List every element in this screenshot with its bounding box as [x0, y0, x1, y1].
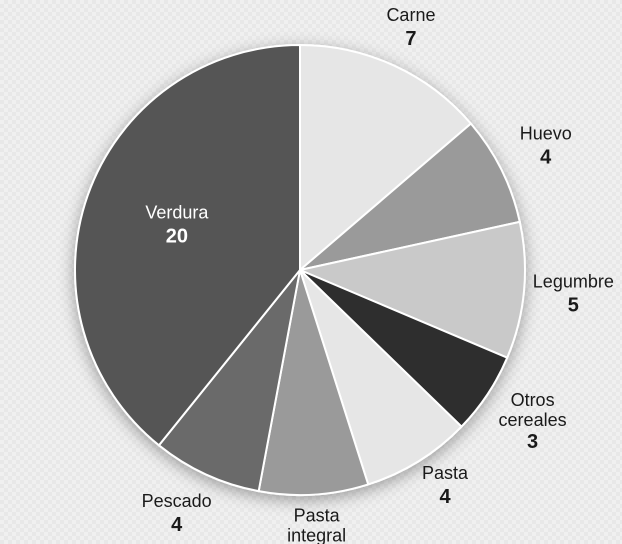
slice-value: 4	[540, 147, 552, 169]
slice-label: Pasta	[294, 505, 341, 525]
slice-label: Verdura	[145, 203, 209, 223]
slice-label: Otros	[511, 390, 555, 410]
slice-label: Legumbre	[533, 271, 614, 291]
pie-svg: Carne 7 Huevo 4 Legumbre 5 Otroscereales3 Pasta…	[0, 0, 622, 544]
slice-value: 3	[527, 431, 538, 453]
pie-chart: Carne 7 Huevo 4 Legumbre 5 Otroscereales3 Pasta…	[0, 0, 622, 544]
slice-value: 4	[171, 514, 183, 536]
slice-label: Pasta	[422, 463, 469, 483]
slice-label: Pescado	[142, 491, 212, 511]
slice-label: cereales	[499, 410, 567, 430]
slice-value: 7	[405, 28, 416, 50]
slice-value: 20	[166, 226, 188, 248]
slice-value: 5	[568, 294, 579, 316]
slice-label: Huevo	[520, 124, 572, 144]
slice-value: 4	[439, 486, 451, 508]
slice-label: Carne	[386, 5, 435, 25]
slice-label: integral	[287, 525, 346, 544]
